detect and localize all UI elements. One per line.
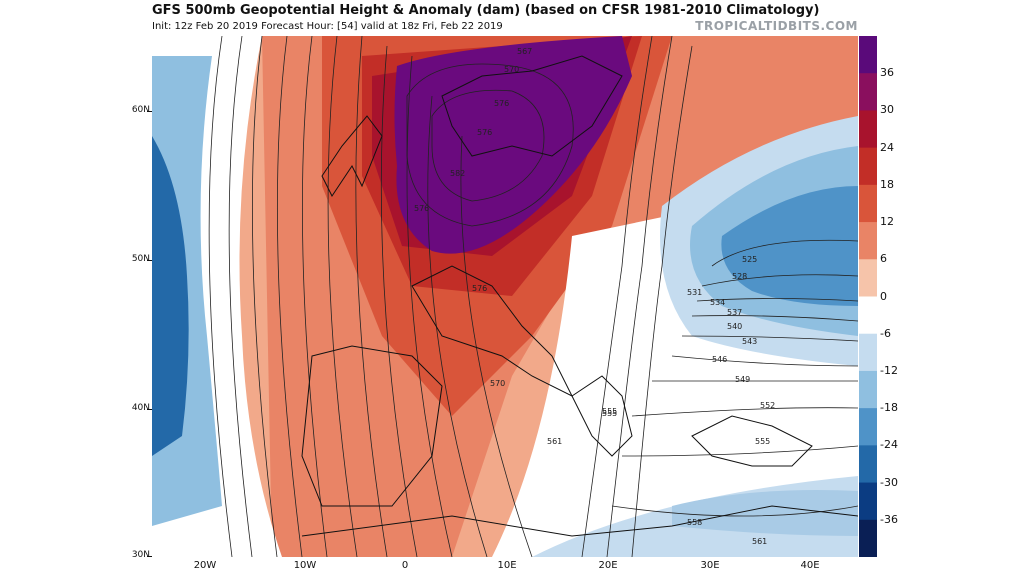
contour-label: 555 <box>602 409 617 418</box>
contour-label: 567 <box>517 47 532 56</box>
contour-label: 555 <box>602 407 617 416</box>
colorbar-label: -6 <box>880 326 891 340</box>
lat-label: 40N <box>131 403 150 413</box>
contour-label: 525 <box>742 255 757 264</box>
lat-tick <box>147 556 152 557</box>
colorbar-segment <box>859 445 877 484</box>
contour-label: 582 <box>450 169 465 178</box>
map-title: GFS 500mb Geopotential Height & Anomaly … <box>152 3 820 18</box>
contour-label: 555 <box>755 437 770 446</box>
lon-label: 20E <box>598 560 618 571</box>
contour-label: 534 <box>710 298 725 307</box>
colorbar-label: 30 <box>880 103 894 117</box>
lat-label: 30N <box>131 550 150 560</box>
contour-label: 531 <box>687 288 702 297</box>
lon-label: 40E <box>800 560 820 571</box>
map-subtitle: Init: 12z Feb 20 2019 Forecast Hour: [54… <box>152 21 503 32</box>
colorbar-segment <box>859 73 877 111</box>
anomaly-map: 567 570 576 576 582 576 570 576 561 555 … <box>152 36 858 557</box>
lon-label: 30E <box>700 560 720 571</box>
colorbar-label: 36 <box>880 66 894 80</box>
colorbar-segment <box>859 482 877 521</box>
lon-label: 10E <box>497 560 517 571</box>
contour-label: 546 <box>712 355 727 364</box>
height-contours <box>208 36 858 557</box>
contour-label: 576 <box>494 99 509 108</box>
colorbar-label: -30 <box>880 475 898 489</box>
contour-label: 537 <box>727 308 742 317</box>
anomaly-east-deep <box>721 186 858 306</box>
lat-tick <box>147 260 152 261</box>
colorbar-label: 6 <box>880 252 887 266</box>
contour-label: 561 <box>752 537 767 546</box>
colorbar-segment <box>859 36 877 74</box>
contour-labels: 567 570 576 576 582 576 570 576 561 555 … <box>414 47 775 546</box>
colorbar-label: 24 <box>880 140 894 154</box>
contour-label: 549 <box>735 375 750 384</box>
colorbar-label: 18 <box>880 177 894 191</box>
contour-label: 570 <box>490 379 505 388</box>
colorbar-segment <box>859 222 877 260</box>
colorbar-label: 12 <box>880 215 894 229</box>
lon-label: 20W <box>193 560 217 571</box>
coastlines <box>301 55 858 537</box>
contour-label: 558 <box>687 518 702 527</box>
contour-label: 576 <box>472 284 487 293</box>
colorbar-label: -36 <box>880 512 898 526</box>
colorbar-segment <box>859 110 877 149</box>
lat-label: 60N <box>131 105 150 115</box>
colorbar-label: -18 <box>880 401 898 415</box>
colorbar-segment <box>859 408 877 446</box>
colorbar-segment <box>859 184 877 223</box>
colorbar-segment <box>859 147 877 186</box>
lat-label: 50N <box>131 254 150 264</box>
contour-label: 576 <box>477 128 492 137</box>
colorbar-label: -24 <box>880 438 898 452</box>
colorbar-segment <box>859 519 877 557</box>
contour-label: 528 <box>732 272 747 281</box>
anomaly-colorbar <box>859 36 877 557</box>
contour-label: 540 <box>727 322 742 331</box>
brand-logo: TROPICALTIDBITS.COM <box>695 19 858 33</box>
contour-label: 576 <box>414 204 429 213</box>
lon-label: 10W <box>293 560 317 571</box>
colorbar-label: -12 <box>880 363 898 377</box>
contour-label: 543 <box>742 337 757 346</box>
contour-label: 552 <box>760 401 775 410</box>
lon-label: 0 <box>401 560 409 571</box>
colorbar-label: 0 <box>880 289 887 303</box>
lat-tick <box>147 409 152 410</box>
colorbar-segment <box>859 296 877 335</box>
contour-label: 561 <box>547 437 562 446</box>
colorbar-segment <box>859 259 877 297</box>
colorbar-segment <box>859 333 877 372</box>
anomaly-levant-blue <box>672 490 858 536</box>
contour-label: 570 <box>504 65 519 74</box>
colorbar-segment <box>859 370 877 409</box>
lat-tick <box>147 111 152 112</box>
anomaly-west-deep <box>152 136 189 456</box>
